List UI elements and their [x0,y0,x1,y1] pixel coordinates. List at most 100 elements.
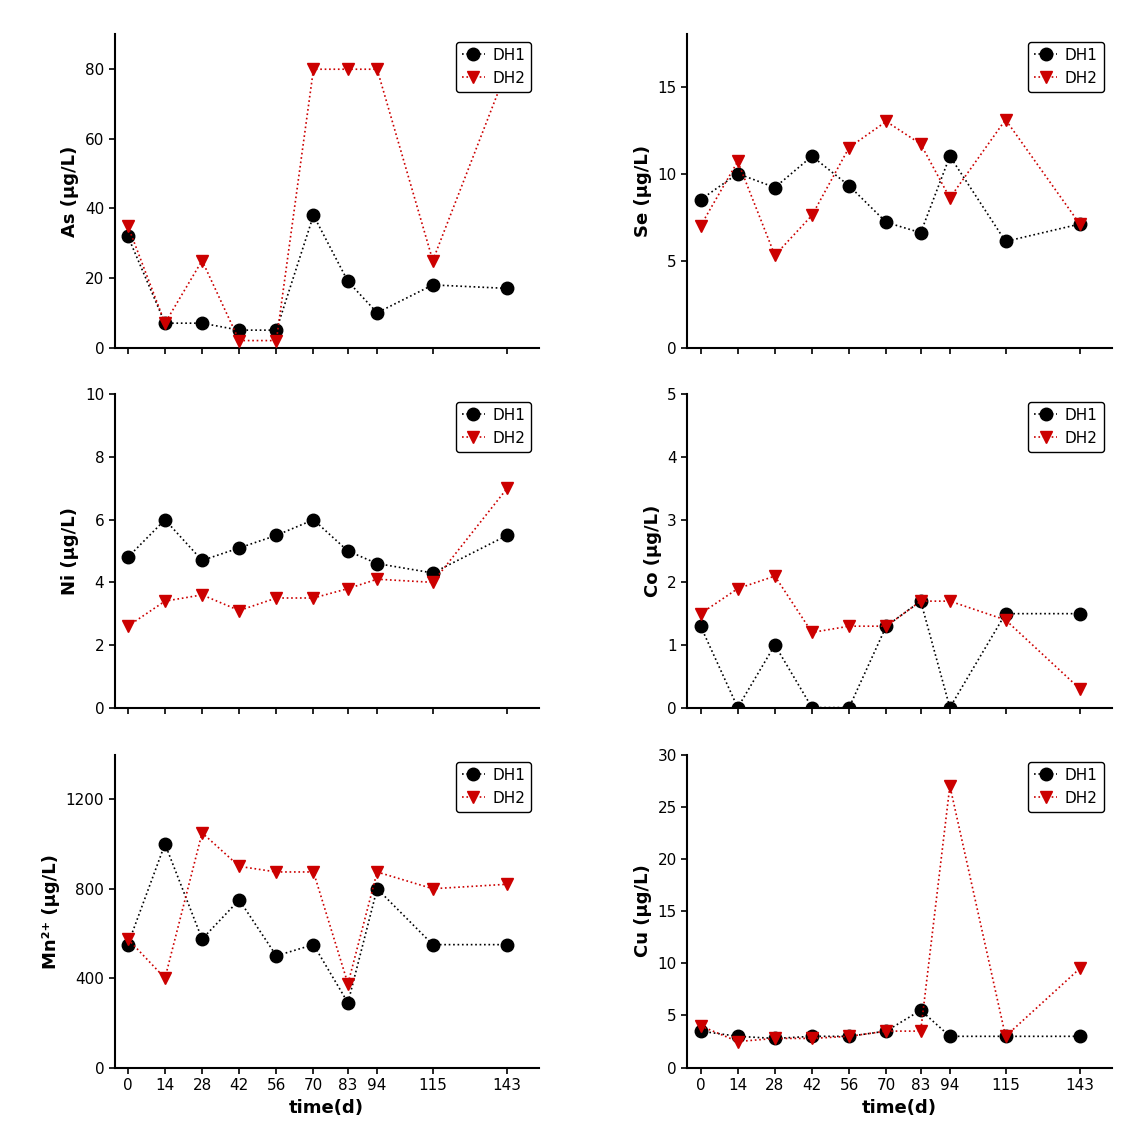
DH2 [370,62,384,76]
DH2 [158,595,172,608]
Legend: DH1, DH2: DH1, DH2 [1028,42,1104,92]
DH2 [370,573,384,587]
DH1 [693,619,707,633]
DH1 [269,324,283,338]
Y-axis label: Mn²⁺ (μg/L): Mn²⁺ (μg/L) [42,854,60,969]
DH1 [943,149,957,163]
DH1 [342,274,355,288]
DH1 [913,595,927,608]
Line: DH1: DH1 [121,838,513,1009]
DH2 [500,481,513,495]
DH2 [500,877,513,891]
DH1 [693,193,707,207]
Legend: DH1, DH2: DH1, DH2 [456,762,532,812]
DH2 [998,1030,1012,1044]
DH2 [426,254,440,267]
DH2 [1073,962,1086,976]
Line: DH2: DH2 [121,482,513,633]
DH1 [998,1030,1012,1044]
DH1 [693,1024,707,1038]
DH2 [121,619,135,633]
DH2 [768,1032,782,1046]
DH1 [768,638,782,652]
DH1 [500,281,513,295]
DH2 [998,613,1012,627]
DH1 [370,557,384,571]
DH2 [342,62,355,76]
DH1 [842,700,856,714]
DH1 [913,226,927,240]
DH2 [768,569,782,583]
DH2 [913,137,927,150]
DH1 [307,938,321,952]
DH1 [121,550,135,564]
DH1 [121,938,135,952]
DH2 [768,248,782,262]
DH1 [731,700,745,714]
X-axis label: time(d): time(d) [289,1099,364,1117]
DH1 [842,1030,856,1044]
DH2 [233,604,246,618]
DH1 [806,700,819,714]
DH2 [500,62,513,76]
DH2 [269,334,283,348]
DH2 [806,209,819,223]
DH2 [233,334,246,348]
DH1 [842,179,856,193]
Y-axis label: Se (μg/L): Se (μg/L) [634,145,652,236]
DH2 [307,866,321,879]
DH2 [195,588,209,602]
DH1 [500,528,513,542]
DH2 [943,191,957,204]
Line: DH2: DH2 [121,63,513,347]
DH2 [913,1024,927,1038]
DH2 [731,582,745,596]
DH1 [307,209,321,223]
DH2 [342,977,355,991]
DH1 [943,700,957,714]
Legend: DH1, DH2: DH1, DH2 [1028,402,1104,452]
DH1 [269,949,283,963]
DH2 [370,866,384,879]
DH1 [158,317,172,331]
DH2 [913,595,927,608]
DH2 [879,115,893,129]
DH1 [1073,1030,1086,1044]
Line: DH2: DH2 [694,114,1086,262]
DH1 [943,1030,957,1044]
Line: DH2: DH2 [121,827,513,990]
DH2 [121,932,135,946]
DH2 [693,607,707,621]
DH1 [1073,217,1086,231]
DH2 [121,219,135,233]
DH1 [370,305,384,319]
DH2 [342,582,355,596]
Legend: DH1, DH2: DH1, DH2 [456,402,532,452]
DH2 [195,825,209,839]
DH1 [342,544,355,558]
DH2 [943,779,957,793]
DH1 [195,317,209,331]
DH2 [842,619,856,633]
DH1 [731,166,745,180]
DH1 [806,1030,819,1044]
DH2 [731,1034,745,1048]
DH1 [768,180,782,194]
DH1 [269,528,283,542]
DH2 [233,860,246,874]
DH1 [879,619,893,633]
DH2 [307,62,321,76]
DH2 [806,1032,819,1046]
DH2 [806,626,819,639]
DH1 [998,234,1012,248]
Y-axis label: As (μg/L): As (μg/L) [61,146,79,236]
DH1 [158,513,172,527]
Y-axis label: Ni (μg/L): Ni (μg/L) [62,507,79,595]
DH2 [426,575,440,589]
DH1 [1073,607,1086,621]
Line: DH1: DH1 [694,595,1086,714]
DH2 [842,140,856,154]
DH1 [195,932,209,946]
DH2 [1073,217,1086,231]
DH1 [879,216,893,230]
